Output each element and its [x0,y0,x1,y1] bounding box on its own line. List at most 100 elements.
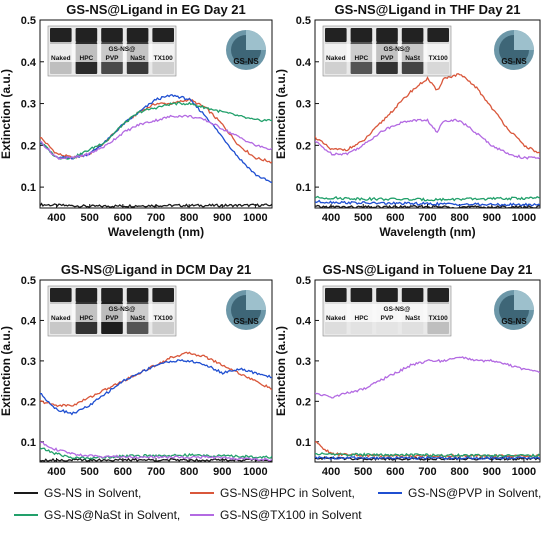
vial-label: TX100 [154,55,174,62]
legend-item-hpc: GS-NS@HPC in Solvent, [190,486,355,500]
y-tick-label: 0.4 [21,57,37,69]
vial-cap [427,288,449,302]
vial-cap [350,288,373,302]
y-tick-label: 0.5 [21,275,36,287]
legend-item-gs-ns: GS-NS in Solvent, [14,486,141,500]
y-tick-label: 0.3 [296,356,311,368]
x-tick-label: 1000 [243,212,267,224]
inset-label-strip [50,304,174,322]
legend-item-nast: GS-NS@NaSt in Solvent, [14,508,180,522]
y-tick-label: 0.2 [296,140,311,152]
y-tick-label: 0.3 [296,99,311,111]
x-tick-label: 700 [147,466,165,478]
y-tick-label: 0.1 [296,437,311,449]
x-tick-label: 500 [81,466,99,478]
y-tick-label: 0.4 [21,315,37,327]
y-tick-label: 0.1 [21,182,36,194]
series-line [315,199,540,207]
vial-cap [152,28,174,42]
legend: GS-NS in Solvent, GS-NS@HPC in Solvent, … [0,480,550,536]
y-tick-label: 0.1 [21,437,36,449]
vial-cap [401,288,424,302]
badge-label: GS-NS [233,57,259,66]
vial-cap [427,28,449,42]
sphere-cutaway [246,30,266,50]
legend-swatch [378,492,402,494]
x-tick-label: 1000 [512,212,536,224]
vial-photo-inset: GS-NS@ Naked HPC PVP NaSt TX100 [322,25,452,77]
vial-label: PVP [105,55,119,62]
vial-cap [126,28,149,42]
vial-cap [325,288,347,302]
sphere-cutaway [514,290,534,310]
x-tick-label: 700 [147,212,165,224]
inset-label-strip [325,44,449,62]
y-tick-label: 0.3 [21,99,36,111]
legend-swatch [190,492,214,494]
legend-label: GS-NS@PVP in Solvent, [408,486,542,500]
chart-panel-1: GS-NS@Ligand in EG Day 21 0.1 0.2 0.3 0.4 0.5… [0,2,273,239]
legend-label: GS-NS@HPC in Solvent, [220,486,355,500]
vial-label: Naked [51,315,71,322]
series-line [40,358,272,416]
x-tick-label: 400 [47,466,65,478]
y-tick-label: 0.2 [21,140,36,152]
vial-photo-inset: GS-NS@ Naked HPC PVP NaSt TX100 [47,285,177,337]
y-tick-label: 0.4 [296,57,312,69]
y-tick-label: 0.5 [296,15,311,27]
x-tick-label: 800 [450,466,468,478]
vial-label: NaSt [405,315,421,322]
sphere-cutaway [246,290,266,310]
vial-cap [50,288,72,302]
series-line [40,93,272,184]
sphere-cutaway [514,30,534,50]
x-tick-label: 800 [180,212,198,224]
x-tick-label: 500 [354,212,372,224]
x-tick-label: 1000 [512,466,536,478]
vial-label: HPC [355,55,369,62]
vial-photo-inset: GS-NS@ Naked HPC PVP NaSt TX100 [47,25,177,77]
chart-title: GS-NS@Ligand in EG Day 21 [66,2,246,17]
vials-title: GS-NS@ [384,306,411,313]
x-axis-label: Wavelength (nm) [108,225,204,239]
vial-label: Naked [326,315,346,322]
gs-ns-badge: GS-NS [494,30,534,70]
vial-label: HPC [80,55,94,62]
badge-label: GS-NS [501,57,527,66]
chart-panel-3: GS-NS@Ligand in DCM Day 21 0.1 0.2 0.3 0.4 0.… [0,262,273,480]
vial-label: PVP [105,315,119,322]
legend-item-tx100: GS-NS@TX100 in Solvent [190,508,362,522]
x-tick-label: 400 [47,212,65,224]
legend-label: GS-NS in Solvent, [44,486,142,500]
x-axis-label: Wavelength (nm) [379,225,475,239]
legend-swatch [190,514,214,516]
chart-panel-4: GS-NS@Ligand in Toluene Day 21 0.1 0.2 0.3 0… [274,262,541,480]
vial-cap [325,28,347,42]
vial-cap [350,28,373,42]
series-line [40,441,272,462]
legend-label: GS-NS@TX100 in Solvent [220,508,362,522]
x-tick-label: 1000 [243,466,267,478]
inset-label-strip [325,304,449,322]
x-axis-label: Wavelength (nm) [108,479,204,480]
y-tick-label: 0.5 [296,275,311,287]
series-line [40,114,272,160]
x-tick-label: 500 [354,466,372,478]
series-line [40,447,272,460]
vial-cap [50,28,72,42]
series-line [40,457,272,462]
x-tick-label: 500 [81,212,99,224]
x-tick-label: 900 [483,466,501,478]
y-tick-label: 0.4 [296,315,312,327]
x-tick-label: 700 [418,466,436,478]
gs-ns-badge: GS-NS [494,290,534,330]
chart-title: GS-NS@Ligand in Toluene Day 21 [323,262,533,277]
legend-label: GS-NS@NaSt in Solvent, [44,508,181,522]
vial-label: NaSt [405,55,421,62]
chart-panel-2: GS-NS@Ligand in THF Day 21 0.1 0.2 0.3 0.4 0.… [274,2,541,239]
vial-label: HPC [80,315,94,322]
x-tick-label: 900 [213,466,231,478]
vial-label: TX100 [154,315,174,322]
series-line [40,101,272,160]
y-tick-label: 0.2 [296,396,311,408]
